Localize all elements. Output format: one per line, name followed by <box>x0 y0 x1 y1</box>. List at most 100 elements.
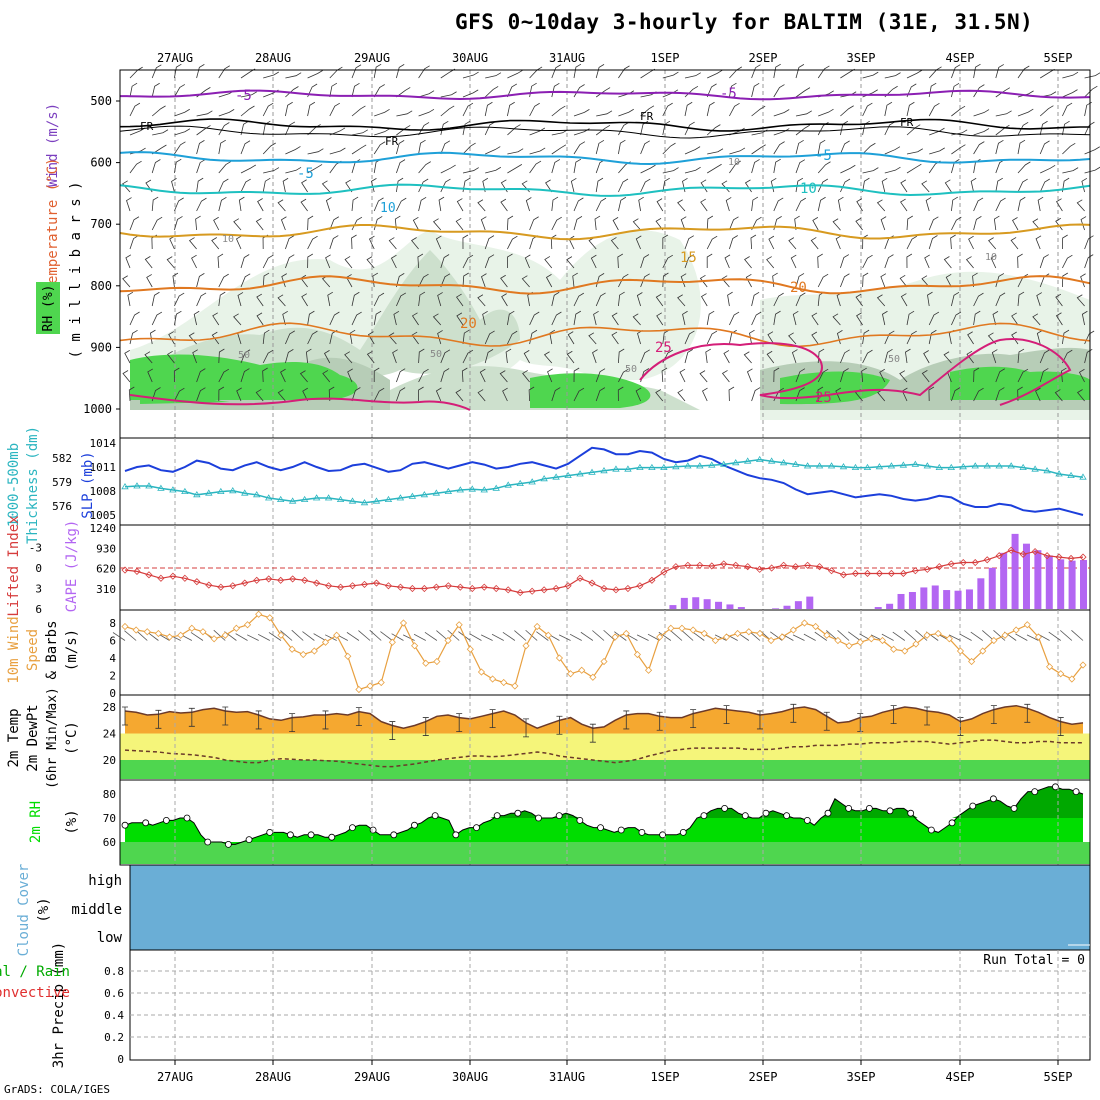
wind-barb <box>174 158 182 174</box>
y-tick-label: 500 <box>90 94 112 108</box>
wind-barb <box>418 161 431 174</box>
wind-barb <box>1084 254 1094 269</box>
contour-label: 50 <box>625 364 637 375</box>
wind10-point <box>611 633 619 641</box>
wind10-barb <box>569 633 582 641</box>
wind-barb <box>618 139 626 155</box>
wind-barb <box>611 331 619 345</box>
wind-barb <box>991 349 998 364</box>
temp-minmax-bar <box>656 711 663 731</box>
wind-barb <box>1035 235 1042 250</box>
wind10-barb <box>291 629 304 641</box>
wind-barb <box>218 368 229 383</box>
precip-tick-label: 0.8 <box>104 965 124 978</box>
wind10-barb <box>436 630 449 641</box>
rh-point <box>638 829 646 836</box>
precip-tick-label: 0.2 <box>104 1031 124 1044</box>
wind-barb <box>684 349 694 364</box>
temp-minmax-bar <box>924 706 931 726</box>
rh-point <box>183 814 191 822</box>
thickness-point <box>253 491 261 498</box>
temp-line <box>124 704 1084 730</box>
wind-barb <box>233 313 242 326</box>
wind-barb <box>418 65 430 79</box>
wind-barb <box>970 177 977 193</box>
wind-barb <box>706 310 715 326</box>
wind-barb <box>218 161 232 174</box>
wind-barb <box>151 216 163 231</box>
wind-barb <box>262 349 274 364</box>
li-point <box>265 575 273 583</box>
temp-minmax-bar <box>890 705 897 725</box>
wind-barb <box>795 197 807 212</box>
cloud-cover-area <box>129 864 1091 951</box>
li-point <box>744 563 752 571</box>
wind-barb <box>884 146 901 155</box>
wind-barb <box>418 90 435 98</box>
wind-barb <box>171 178 177 193</box>
contour-label: -5 <box>235 88 252 104</box>
wind-barb <box>307 235 318 250</box>
wind-barb <box>573 109 590 117</box>
wind10-point <box>923 631 931 639</box>
contour-label: 50 <box>430 349 442 360</box>
wind10-point <box>1001 631 1009 639</box>
wind-barb <box>973 109 990 117</box>
wind-barb <box>462 120 471 136</box>
wind10-barb <box>948 634 961 641</box>
wind-barb <box>928 216 939 231</box>
wind-barb <box>347 368 353 383</box>
wind-barb <box>817 178 829 193</box>
li-point <box>145 571 153 579</box>
rh-point <box>576 817 584 824</box>
wind10-point <box>321 638 330 646</box>
wind-barb <box>129 235 139 250</box>
wind-barb <box>502 387 508 402</box>
wind10-barb <box>346 632 360 641</box>
wind-barb <box>146 274 153 288</box>
wind-barb <box>595 87 611 98</box>
temp-minmax-bar <box>556 715 563 735</box>
wind-barb <box>995 292 1006 307</box>
wind-barb <box>1084 348 1093 364</box>
wind-barb <box>280 216 287 231</box>
wind-barb <box>721 275 730 288</box>
wind10-point <box>656 633 664 641</box>
wind-barb <box>662 142 676 155</box>
wind-axis-label: Wind (m/s) <box>45 103 61 187</box>
thickness-point <box>193 491 201 498</box>
wind-barb <box>418 273 429 288</box>
thickness-point <box>384 495 393 502</box>
wind-barb <box>862 71 879 79</box>
wind-barb <box>396 64 405 79</box>
wind-barb <box>817 65 830 79</box>
wind-barb <box>285 330 295 345</box>
li-point <box>1079 553 1087 561</box>
wind-barb <box>1039 120 1048 136</box>
wind-barb <box>729 102 740 117</box>
rh2-axis-label: 2m RH <box>28 801 44 843</box>
wind-barb <box>795 139 804 155</box>
li-point <box>408 584 416 593</box>
temp-minmax-bar <box>723 705 730 725</box>
wind-barb <box>524 254 531 269</box>
wind-barb <box>307 70 323 79</box>
wind-barb <box>921 370 930 383</box>
wind10-barb <box>447 629 460 641</box>
wind-barb <box>862 177 870 193</box>
wind-barb <box>507 310 515 326</box>
wind-barb <box>879 368 886 383</box>
thickness-point <box>839 463 848 470</box>
cape-bar <box>726 604 734 609</box>
wind10-barb <box>536 631 549 641</box>
wind-barb <box>174 387 185 402</box>
wind10-barbs <box>112 629 1084 641</box>
wind-barb <box>418 139 426 155</box>
wind-barb <box>418 368 429 383</box>
wind-barb <box>277 389 286 402</box>
thickness-point <box>312 494 321 501</box>
wind10-point <box>823 631 831 639</box>
thickness-point <box>911 460 920 467</box>
wind10-barb <box>848 631 861 641</box>
precip-legend-total: Total / Rain <box>0 964 70 980</box>
